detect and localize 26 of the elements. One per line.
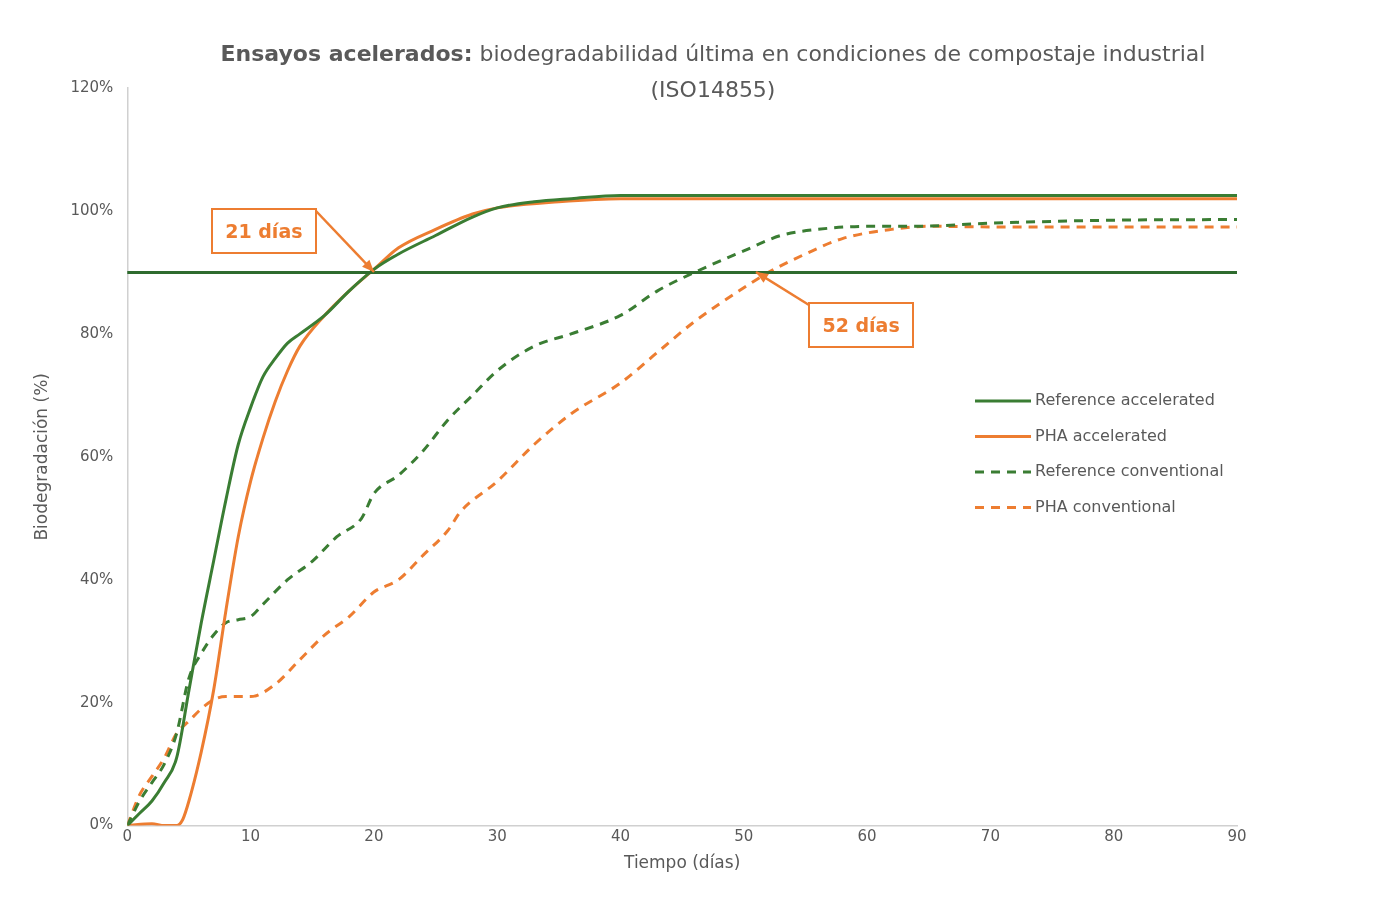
y-tick-label: 60% [79,446,114,465]
y-tick-label: 80% [79,323,114,342]
legend-label: PHA conventional [1035,496,1176,516]
y-tick-label: 20% [79,692,114,711]
x-tick-label: 60 [857,827,877,846]
annotation: 52 días [822,314,900,337]
annotation: 21 días [225,220,303,243]
x-tick-label: 70 [980,827,1000,846]
y-tick-label: 100% [70,200,114,219]
y-tick-label: 40% [79,569,114,588]
x-tick-label: 80 [1104,827,1124,846]
x-tick-label: 10 [241,827,261,846]
y-axis-title: Biodegradación (%) [30,373,51,541]
y-tick-label: 120% [70,77,114,96]
chart-title: Ensayos acelerados: biodegradabilidad última en condiciones de compostaje industrial (ISO14855) [220,41,1206,102]
legend-label: PHA accelerated [1035,425,1167,445]
x-axis-title: Tiempo (días) [623,852,741,873]
x-tick-label: 30 [487,827,507,846]
legend-label: Reference accelerated [1035,390,1215,410]
y-tick-label: 0% [89,815,114,834]
x-tick-label: 40 [610,827,631,846]
x-tick-label: 50 [734,827,754,846]
x-tick-label: 90 [1227,827,1247,846]
x-tick-label: 0 [122,827,133,846]
x-tick-label: 20 [364,827,384,846]
legend-label: Reference conventional [1035,461,1224,481]
